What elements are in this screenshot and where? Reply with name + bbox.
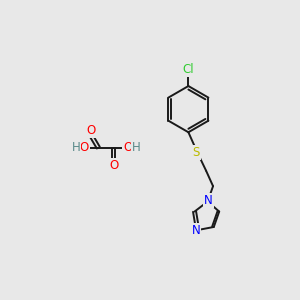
Text: N: N	[192, 224, 200, 237]
Text: S: S	[192, 146, 200, 159]
Text: Cl: Cl	[183, 63, 194, 76]
Text: N: N	[204, 194, 213, 207]
Text: O: O	[123, 141, 132, 154]
Text: O: O	[86, 124, 95, 137]
Text: O: O	[80, 141, 89, 154]
Text: O: O	[109, 159, 118, 172]
Text: H: H	[72, 141, 80, 154]
Text: H: H	[132, 141, 140, 154]
